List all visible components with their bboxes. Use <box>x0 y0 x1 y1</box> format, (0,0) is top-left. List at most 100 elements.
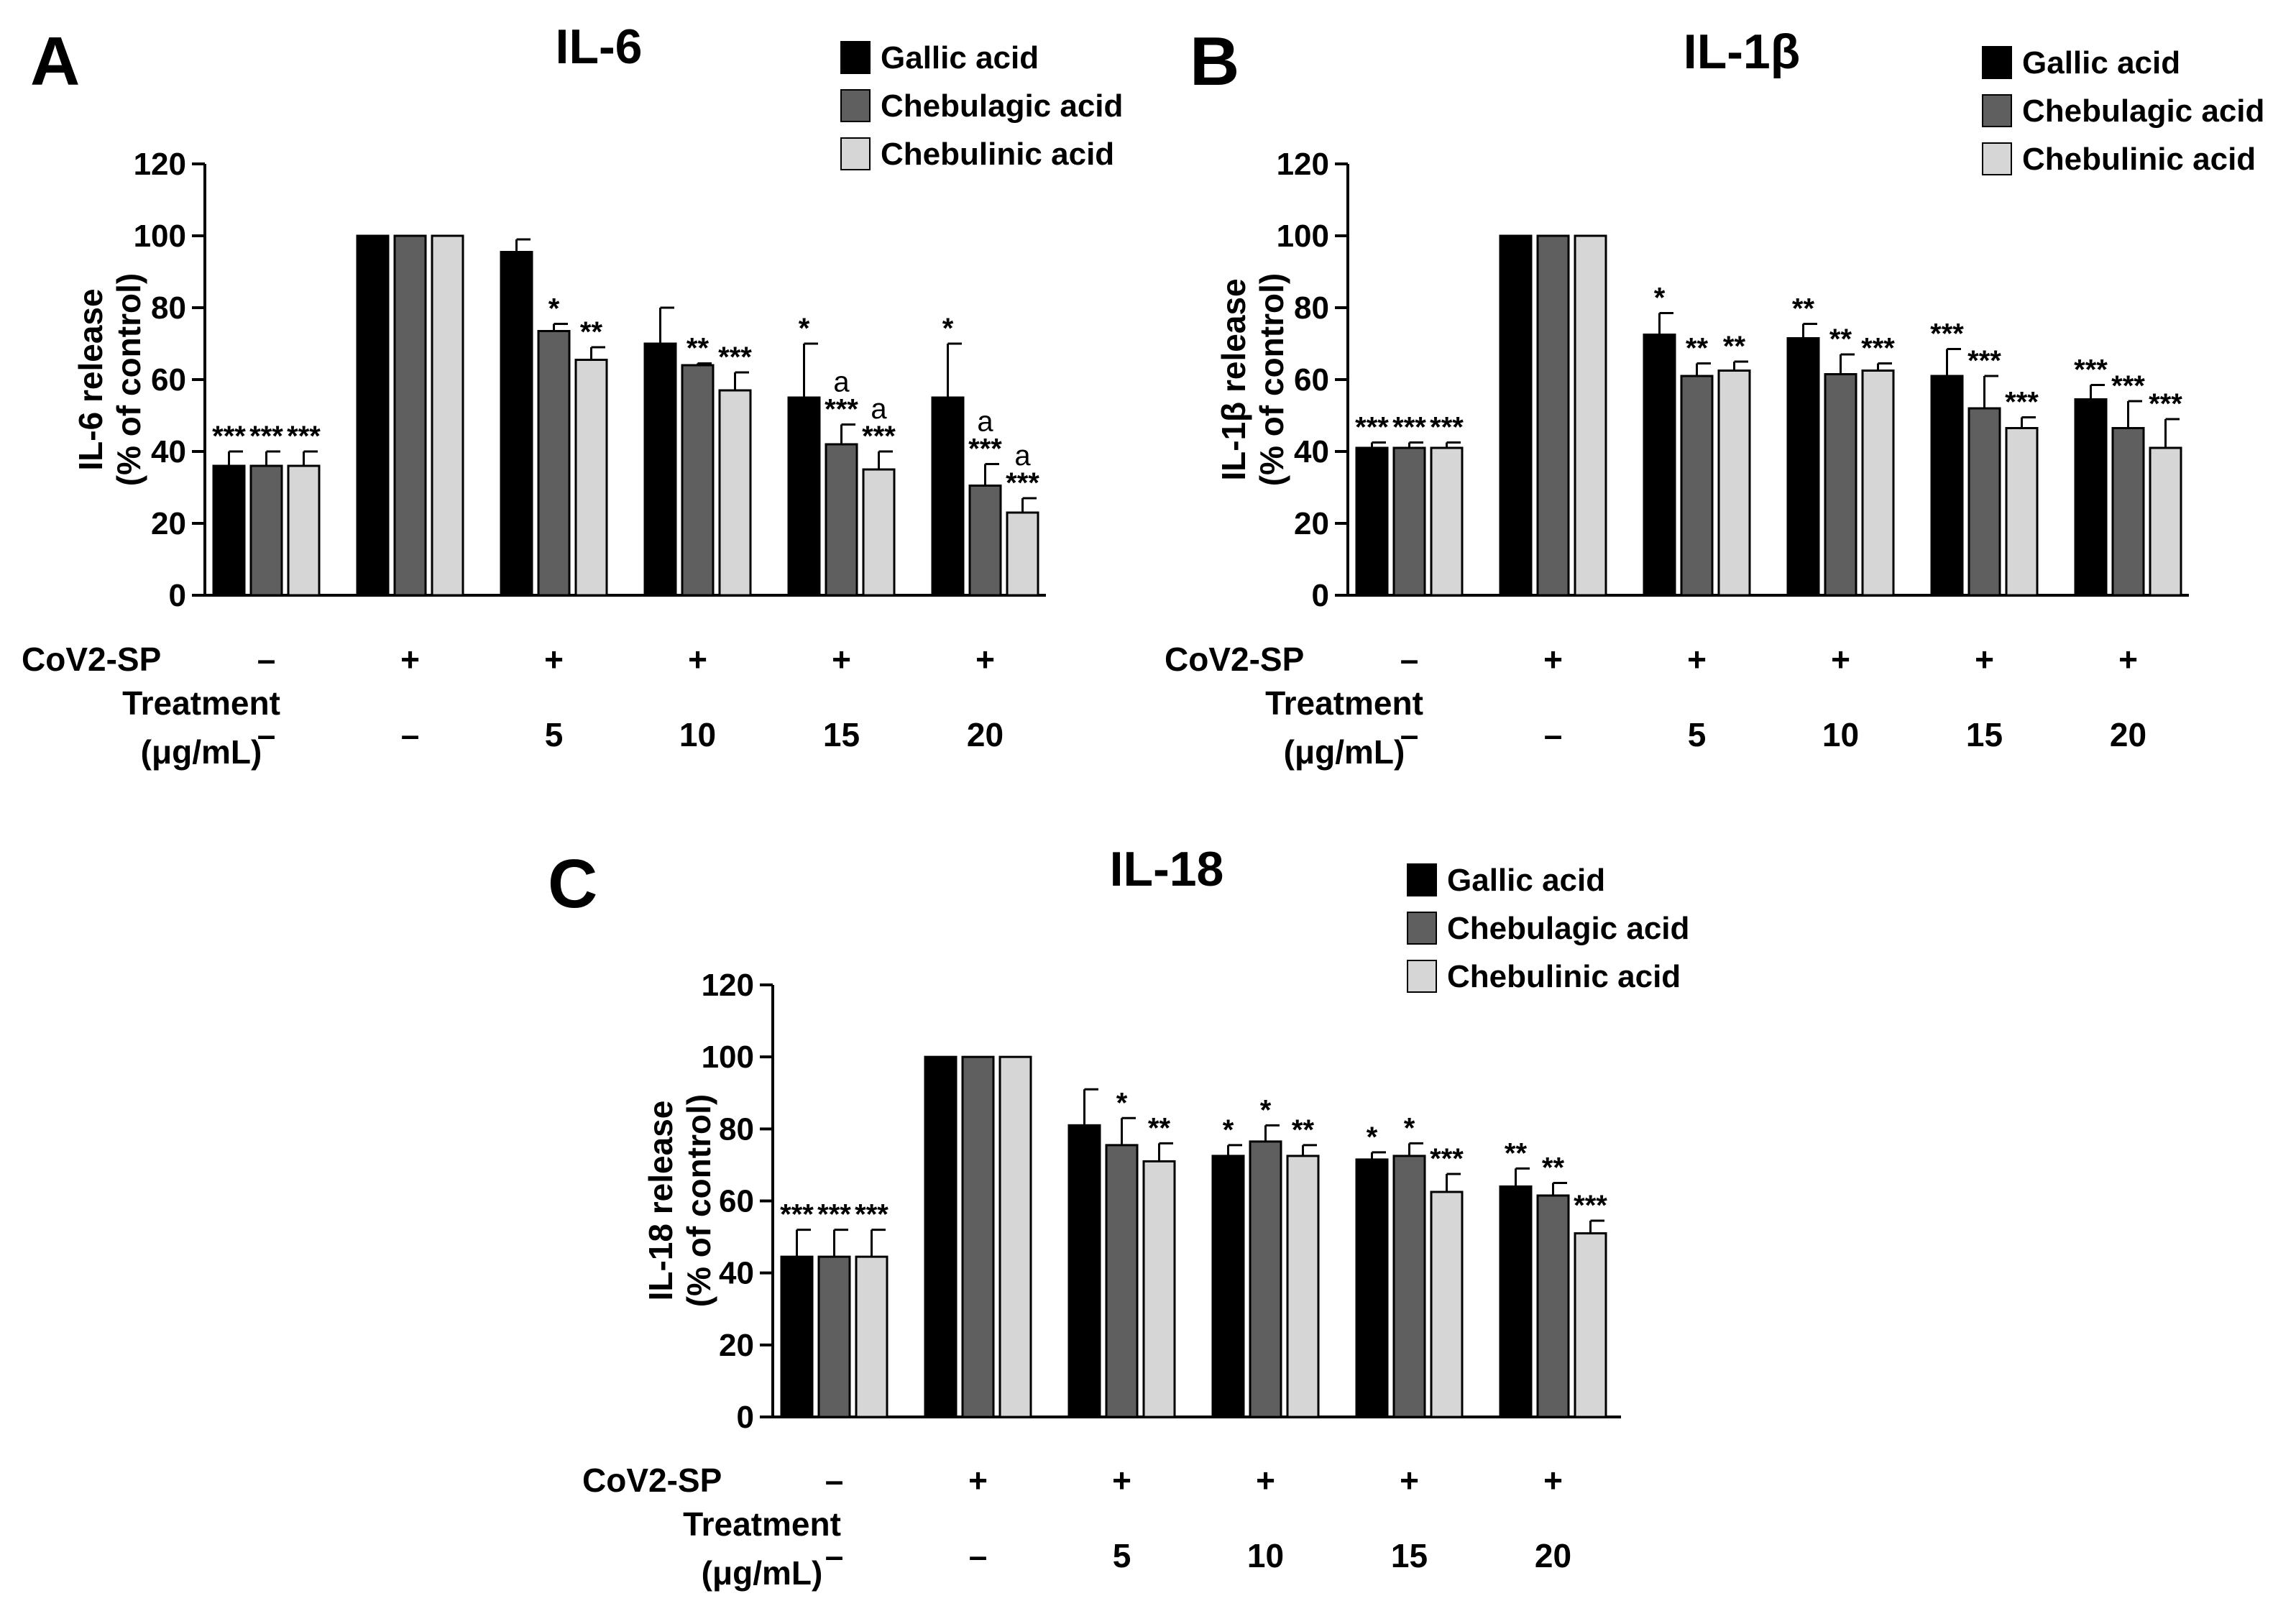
cov2-value: + <box>1256 1462 1275 1499</box>
y-tick-label: 40 <box>719 1256 754 1291</box>
bar <box>1643 334 1676 597</box>
row-label-cov2: CoV2-SP <box>582 1462 722 1499</box>
treatment-value: 5 <box>545 716 564 753</box>
significance-label: *** <box>1430 1143 1464 1175</box>
cov2-value: + <box>688 641 707 678</box>
significance-label: ** <box>1723 331 1746 362</box>
bar <box>1786 337 1820 597</box>
legend-swatch-3 <box>1407 960 1437 993</box>
treatment-value: – <box>1544 716 1563 753</box>
significance-label: *** <box>1355 412 1389 444</box>
row-label-treatment-unit: (μg/mL) <box>1284 733 1405 771</box>
cov2-value: + <box>544 641 564 678</box>
significance-label: * <box>548 293 560 325</box>
significance-label: *** <box>287 421 321 452</box>
row-label-treatment-unit: (μg/mL) <box>702 1554 823 1592</box>
y-tick-label: 0 <box>169 578 186 613</box>
y-tick-label: 80 <box>719 1111 754 1147</box>
cov2-value: – <box>1400 641 1419 678</box>
y-axis-label-unit: (% of control) <box>680 1094 717 1307</box>
legend-swatch-2 <box>1407 912 1437 945</box>
bar <box>1355 446 1389 597</box>
legend-swatch-2 <box>1982 94 2012 127</box>
y-tick-label: 120 <box>134 147 186 182</box>
bar <box>855 1255 888 1418</box>
significance-label: * <box>1116 1087 1128 1119</box>
treatment-value: 15 <box>1966 716 2003 753</box>
significance-label: *** <box>2074 354 2108 386</box>
bar <box>1430 1191 1464 1418</box>
significance-label: * <box>1404 1112 1415 1144</box>
bar <box>924 1055 958 1418</box>
bar <box>1536 1194 1570 1418</box>
treatment-value: 20 <box>1535 1537 1571 1574</box>
bar <box>1967 407 2001 597</box>
cov2-value: + <box>400 641 420 678</box>
y-tick-label: 120 <box>1277 147 1329 182</box>
legend-label: Chebulinic acid <box>2022 142 2256 177</box>
panel-letter: A <box>30 23 80 100</box>
significance-letter: a <box>1014 440 1031 472</box>
treatment-value: – <box>1400 716 1419 753</box>
cov2-value: + <box>832 641 851 678</box>
bar <box>931 396 965 597</box>
bar <box>681 364 715 597</box>
significance-label: *** <box>1392 412 1426 444</box>
cov2-value: + <box>1831 641 1850 678</box>
bar <box>1499 234 1533 597</box>
significance-label: ** <box>686 333 710 364</box>
y-axis: 0 20 40 60 80 100 120 <box>1277 147 1349 613</box>
y-tick-label: 60 <box>151 362 186 398</box>
cov2-value: + <box>1687 641 1707 678</box>
significance-label: *** <box>817 1199 851 1231</box>
bar <box>2111 427 2145 597</box>
row-label-treatment: Treatment <box>122 684 280 722</box>
y-axis-label: IL-1β release <box>1215 278 1252 480</box>
significance-label: * <box>1260 1094 1272 1126</box>
cov2-value: + <box>1400 1462 1419 1499</box>
treatment-value: 15 <box>823 716 860 753</box>
panel-b: B IL-1β Gallic acid Chebulagic acid Chebulin… <box>1165 23 2264 771</box>
y-tick-label: 80 <box>1294 290 1329 326</box>
bar <box>787 396 821 597</box>
bar <box>2074 398 2108 597</box>
legend-swatch-3 <box>840 137 871 170</box>
significance-label: ** <box>1686 333 1709 364</box>
bar <box>1355 1158 1389 1418</box>
legend-swatch-1 <box>1982 46 2012 79</box>
chart-title: IL-1β <box>1684 24 1800 79</box>
bar <box>1006 511 1039 597</box>
bar <box>1536 234 1570 597</box>
legend-label: Chebulagic acid <box>1447 911 1689 946</box>
bar <box>643 342 677 597</box>
treatment-value: – <box>401 716 420 753</box>
significance-label: ** <box>1792 293 1815 325</box>
cov2-value: + <box>1543 641 1563 678</box>
significance-label: *** <box>780 1199 814 1231</box>
legend-swatch-1 <box>840 41 871 74</box>
bar <box>1717 370 1751 597</box>
row-label-treatment: Treatment <box>1265 684 1423 722</box>
bar <box>1249 1140 1282 1418</box>
bar <box>1211 1155 1245 1418</box>
y-axis-label: IL-6 release <box>72 288 109 470</box>
significance-letter: a <box>977 406 993 438</box>
significance-label: ** <box>1542 1152 1565 1183</box>
bars: *** *** ****** ****** *** ****************** <box>1355 234 2182 597</box>
bars: *** *** ******** *******a***a****a***a <box>212 234 1039 597</box>
row-label-cov2: CoV2-SP <box>22 641 161 678</box>
bar <box>718 389 752 597</box>
y-tick-label: 20 <box>1294 506 1329 541</box>
bar <box>2149 446 2182 597</box>
treatment-value: 5 <box>1113 1537 1131 1574</box>
bar <box>1142 1160 1176 1418</box>
cov2-value: – <box>825 1462 844 1499</box>
significance-label: *** <box>825 394 858 426</box>
significance-label: *** <box>1930 318 1964 350</box>
bar <box>1574 1232 1607 1418</box>
chart-title: IL-6 <box>556 19 643 74</box>
